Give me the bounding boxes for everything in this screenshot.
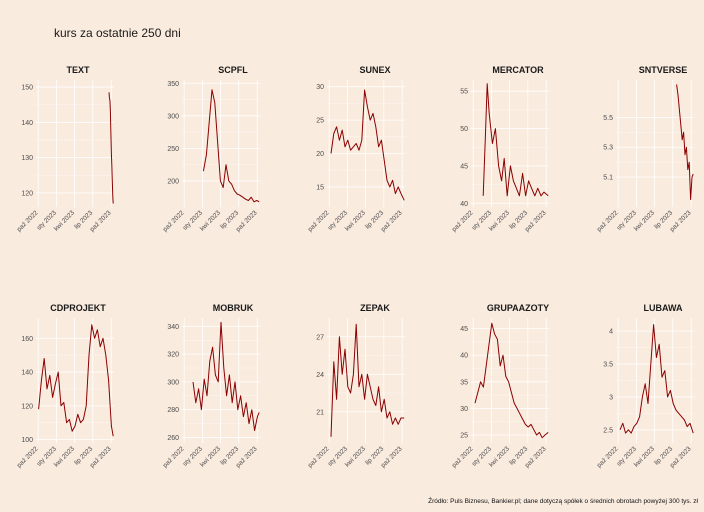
series-line [330,323,405,437]
y-tick-label: 30 [460,406,468,413]
y-tick-label: 260 [167,435,179,442]
series-line [619,324,694,434]
y-tick-label: 25 [460,433,468,440]
y-tick-label: 160 [21,336,33,343]
x-tick-label: paź 2022 [16,209,40,233]
series-line [202,89,260,203]
y-tick-label: 40 [460,353,468,360]
x-tick-label: paź 2022 [162,209,186,233]
y-tick-label: 320 [167,352,179,359]
panel-title: CDPROJEKT [50,303,106,313]
x-tick-label: paź 2022 [16,445,40,469]
y-tick-label: 2.5 [603,427,613,434]
y-tick-label: 140 [21,120,33,127]
y-tick-label: 120 [21,403,33,410]
y-tick-label: 5.1 [603,175,613,182]
panel-title: ZEPAK [360,303,390,313]
y-tick-label: 280 [167,407,179,414]
y-tick-label: 250 [167,146,179,153]
x-tick-label: paź 2022 [596,445,620,469]
y-tick-label: 5.5 [603,115,613,122]
source-caption: Źródło: Puls Biznesu, Bankier.pl; dane d… [428,498,698,505]
y-tick-label: 140 [21,370,33,377]
series-line [474,322,549,439]
y-tick-label: 35 [460,379,468,386]
x-tick-label: paź 2022 [307,209,331,233]
y-tick-label: 300 [167,113,179,120]
y-tick-label: 120 [21,190,33,197]
x-tick-label: paź 2022 [451,209,475,233]
x-tick-label: paź 2022 [596,209,620,233]
chart-title: kurs za ostatnie 250 dni [54,26,181,40]
y-tick-label: 27 [316,334,324,341]
series-line [38,324,114,437]
y-tick-label: 55 [460,89,468,96]
x-tick-label: kwi 2023 [488,445,511,468]
y-tick-label: 130 [21,155,33,162]
y-tick-label: 50 [460,126,468,133]
y-tick-label: 45 [460,326,468,333]
x-tick-label: paź 2022 [451,445,475,469]
series-line [482,83,549,197]
y-tick-label: 25 [316,118,324,125]
y-tick-label: 30 [316,84,324,91]
panel-title: MOBRUK [213,303,254,313]
y-tick-label: 24 [316,372,324,379]
panel-title: SNTVERSE [639,65,688,75]
y-tick-label: 5.3 [603,145,613,152]
y-tick-label: 20 [316,151,324,158]
series-line [108,92,114,204]
panel-title: TEXT [66,65,90,75]
y-tick-label: 3 [609,394,613,401]
x-tick-label: kwi 2023 [199,445,222,468]
series-line [192,321,260,431]
x-tick-label: kwi 2023 [633,445,656,468]
x-tick-label: paź 2022 [162,445,186,469]
x-tick-label: kwi 2023 [53,209,76,232]
y-tick-label: 100 [21,437,33,444]
x-tick-label: kwi 2023 [344,209,367,232]
x-tick-label: kwi 2023 [633,209,656,232]
y-tick-label: 21 [316,409,324,416]
x-tick-label: kwi 2023 [488,209,511,232]
panel-title: SUNEX [359,65,390,75]
x-tick-label: kwi 2023 [344,445,367,468]
y-tick-label: 200 [167,178,179,185]
y-tick-label: 350 [167,81,179,88]
y-tick-label: 3.5 [603,362,613,369]
panel-title: MERCATOR [492,65,544,75]
y-tick-label: 40 [460,201,468,208]
panel-title: GRUPAAZOTY [487,303,549,313]
series-line [330,89,405,201]
y-tick-label: 340 [167,324,179,331]
y-tick-label: 4 [609,329,613,336]
panel-title: LUBAWA [644,303,683,313]
y-tick-label: 150 [21,85,33,92]
series-line [676,84,694,200]
x-tick-label: kwi 2023 [53,445,76,468]
x-tick-label: paź 2022 [307,445,331,469]
panel-title: SCPFL [218,65,248,75]
x-tick-label: kwi 2023 [199,209,222,232]
y-tick-label: 45 [460,163,468,170]
y-tick-label: 15 [316,184,324,191]
y-tick-label: 300 [167,379,179,386]
